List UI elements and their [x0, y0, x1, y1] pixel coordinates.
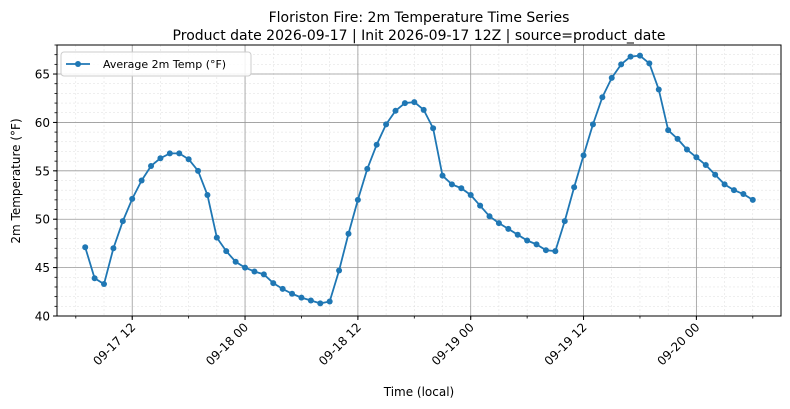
data-point [589, 121, 596, 128]
data-point [458, 185, 465, 192]
data-point [683, 146, 690, 153]
data-point [354, 196, 361, 203]
data-point [345, 230, 352, 237]
data-point [627, 53, 634, 60]
data-point [176, 150, 183, 157]
data-point [157, 155, 164, 162]
data-point [82, 244, 89, 251]
data-point [373, 141, 380, 148]
data-point [514, 231, 521, 238]
data-point [618, 61, 625, 68]
data-point [608, 74, 615, 81]
data-point [138, 177, 145, 184]
data-point [279, 285, 286, 292]
data-point [223, 248, 230, 255]
data-point [307, 297, 314, 304]
data-point [646, 60, 653, 67]
data-point [749, 196, 756, 203]
data-point [401, 100, 408, 107]
data-point [101, 281, 108, 288]
data-point [364, 165, 371, 172]
data-point [655, 86, 662, 93]
data-point [552, 248, 559, 255]
data-point [129, 195, 136, 202]
data-point [185, 156, 192, 163]
data-point [524, 237, 531, 244]
y-tick-label: 40 [35, 310, 50, 324]
data-point [270, 280, 277, 287]
data-point [571, 184, 578, 191]
data-point [166, 150, 173, 157]
x-tick-label: 09-19 00 [429, 320, 477, 368]
x-tick-label: 09-18 12 [316, 320, 364, 368]
data-point [213, 234, 220, 241]
x-tick-label: 09-18 00 [203, 320, 251, 368]
data-point [119, 218, 126, 225]
x-tick-label: 09-17 12 [90, 320, 138, 368]
data-point [392, 107, 399, 114]
data-point [195, 167, 202, 174]
data-point [505, 225, 512, 232]
data-point [730, 187, 737, 194]
data-point [693, 154, 700, 161]
legend-marker-swatch [75, 61, 81, 67]
data-point [204, 192, 211, 199]
data-point [721, 181, 728, 188]
data-point [740, 191, 747, 198]
data-point [420, 106, 427, 113]
y-tick-label: 55 [35, 164, 50, 178]
data-point [580, 152, 587, 159]
data-point [486, 213, 493, 220]
data-point [298, 294, 305, 301]
data-point [439, 172, 446, 179]
y-axis-label: 2m Temperature (°F) [9, 118, 23, 243]
legend-label: Average 2m Temp (°F) [103, 58, 226, 71]
y-tick-label: 65 [35, 68, 50, 82]
y-tick-label: 45 [35, 261, 50, 275]
y-tick-label: 50 [35, 213, 50, 227]
data-point [674, 135, 681, 142]
data-point [542, 247, 549, 254]
y-tick-label: 60 [35, 116, 50, 130]
data-point [599, 94, 606, 101]
x-axis-label: Time (local) [383, 385, 455, 399]
data-point [289, 290, 296, 297]
data-point [495, 220, 502, 227]
series-layer [82, 52, 756, 307]
data-point [448, 181, 455, 188]
data-point [383, 121, 390, 128]
data-point [712, 171, 719, 178]
data-point [251, 268, 258, 275]
data-point [232, 258, 239, 265]
data-point [665, 127, 672, 134]
data-point [561, 218, 568, 225]
data-point [148, 162, 155, 169]
data-point [430, 125, 437, 132]
data-point [477, 202, 484, 209]
legend-box [60, 51, 252, 77]
data-point [702, 162, 709, 169]
data-point [411, 99, 418, 106]
data-point [242, 264, 249, 271]
minor-grid [57, 44, 782, 317]
data-point [260, 271, 267, 278]
x-tick-label: 09-20 00 [654, 320, 702, 368]
data-point [326, 298, 333, 305]
legend: Average 2m Temp (°F) [60, 51, 252, 77]
data-point [336, 267, 343, 274]
data-point [110, 245, 117, 252]
chart-subtitle: Product date 2026-09-17 | Init 2026-09-1… [173, 28, 666, 44]
series-line [84, 54, 754, 305]
data-point [636, 52, 643, 59]
data-point [91, 275, 98, 282]
chart-title: Floriston Fire: 2m Temperature Time Seri… [269, 10, 570, 26]
x-tick-label: 09-19 12 [542, 320, 590, 368]
data-point [467, 192, 474, 199]
data-point [317, 300, 324, 307]
data-point [533, 241, 540, 248]
